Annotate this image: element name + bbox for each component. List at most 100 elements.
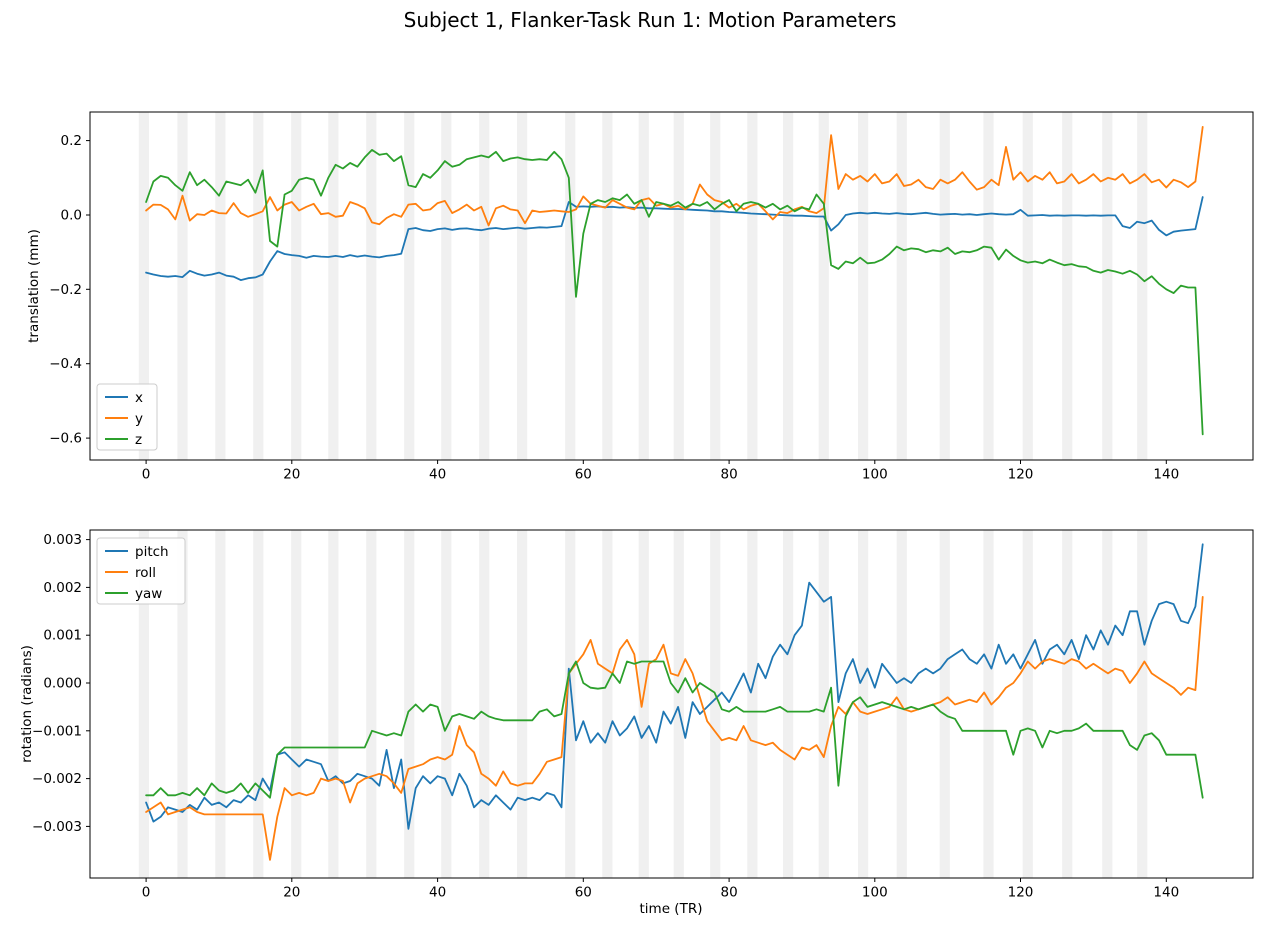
y-tick-label: 0.0 <box>61 208 82 224</box>
x-tick-label: 40 <box>429 467 446 483</box>
axes-spines <box>89 529 1254 879</box>
event-band <box>215 530 226 878</box>
series-roll-line <box>145 596 1204 861</box>
translation-ylabel: translation (mm) <box>26 229 42 343</box>
y-tick-label: 0.002 <box>43 580 82 596</box>
axes-spines <box>89 111 1254 461</box>
event-band <box>565 530 576 878</box>
event-band <box>602 112 613 460</box>
event-band <box>404 112 415 460</box>
event-band <box>441 530 452 878</box>
event-band <box>177 112 188 460</box>
translation-plot-legend: xyz <box>96 383 158 451</box>
event-band <box>253 112 264 460</box>
y-tick-label: −0.002 <box>32 771 82 787</box>
event-band <box>783 112 794 460</box>
event-band <box>517 530 528 878</box>
event-band <box>404 530 415 878</box>
event-band <box>939 112 950 460</box>
event-band <box>1022 530 1033 878</box>
series-pitch-line <box>145 543 1204 830</box>
event-band <box>138 530 149 878</box>
time-xlabel: time (TR) <box>639 901 703 917</box>
translation-plot: 0 20 40 60 80 100 120 140 0.2 0.0 −0.2 −0.4 −0.6 xyz <box>49 111 1254 483</box>
x-tick-label: 0 <box>142 885 151 901</box>
legend-label-y: y <box>135 411 143 427</box>
rotation-plot-legend: pitch roll yaw <box>96 537 186 605</box>
y-tick-label: 0.001 <box>43 628 82 644</box>
y-tick-label: −0.4 <box>49 356 82 372</box>
x-tick-label: 100 <box>862 467 888 483</box>
figure-title: Subject 1, Flanker-Task Run 1: Motion Pa… <box>403 8 897 32</box>
y-tick-label: −0.001 <box>32 723 82 739</box>
event-band <box>939 530 950 878</box>
x-tick-label: 60 <box>575 467 592 483</box>
translation-plot-area <box>138 112 1204 460</box>
event-band <box>710 112 721 460</box>
event-band <box>673 530 684 878</box>
x-tick-label: 120 <box>1008 467 1034 483</box>
series-y-line <box>145 126 1204 227</box>
event-band <box>1062 530 1073 878</box>
event-band <box>328 530 339 878</box>
event-band <box>1137 530 1148 878</box>
event-band <box>215 112 226 460</box>
event-band <box>177 530 188 878</box>
event-band <box>783 530 794 878</box>
x-tick-label: 0 <box>142 467 151 483</box>
event-band <box>565 112 576 460</box>
legend-box <box>96 537 186 605</box>
event-band <box>747 112 758 460</box>
event-band <box>1102 530 1113 878</box>
event-band <box>747 530 758 878</box>
y-tick-label: 0.000 <box>43 676 82 692</box>
y-tick-label: −0.2 <box>49 282 82 298</box>
series-z-line <box>145 148 1204 436</box>
event-band <box>253 530 264 878</box>
legend-label-z: z <box>135 432 142 448</box>
series-yaw-line <box>145 660 1204 799</box>
event-band <box>1022 112 1033 460</box>
event-band <box>638 530 649 878</box>
y-tick-label: −0.6 <box>49 431 82 447</box>
legend-label-x: x <box>135 390 143 406</box>
x-tick-label: 40 <box>429 885 446 901</box>
legend-label-roll: roll <box>135 565 156 581</box>
x-tick-label: 20 <box>283 885 300 901</box>
event-band <box>291 530 302 878</box>
rotation-plot: 0 20 40 60 80 100 120 140 0.003 0.002 0.001 0.000 −0… <box>32 529 1254 901</box>
event-band <box>441 112 452 460</box>
x-tick-label: 140 <box>1153 885 1179 901</box>
event-band <box>858 112 869 460</box>
event-band <box>638 112 649 460</box>
x-tick-label: 120 <box>1008 885 1034 901</box>
event-band <box>328 112 339 460</box>
event-band <box>673 112 684 460</box>
x-tick-label: 100 <box>862 885 888 901</box>
event-band <box>818 530 829 878</box>
x-tick-label: 80 <box>721 467 738 483</box>
rotation-ylabel: rotation (radians) <box>19 645 35 763</box>
event-band <box>479 112 490 460</box>
event-band <box>1062 112 1073 460</box>
series-x-line <box>145 196 1204 282</box>
y-tick-label: 0.003 <box>43 532 82 548</box>
event-band <box>138 112 149 460</box>
y-tick-label: −0.003 <box>32 819 82 835</box>
legend-label-yaw: yaw <box>135 586 162 602</box>
event-band <box>710 530 721 878</box>
x-tick-label: 60 <box>575 885 592 901</box>
event-band <box>479 530 490 878</box>
x-tick-label: 20 <box>283 467 300 483</box>
event-band <box>291 112 302 460</box>
event-band <box>366 112 377 460</box>
y-tick-label: 0.2 <box>61 133 82 149</box>
event-band <box>896 112 907 460</box>
event-band <box>1137 112 1148 460</box>
x-tick-label: 80 <box>721 885 738 901</box>
event-band <box>983 112 994 460</box>
rotation-plot-area <box>138 530 1204 878</box>
event-band <box>517 112 528 460</box>
event-band <box>983 530 994 878</box>
